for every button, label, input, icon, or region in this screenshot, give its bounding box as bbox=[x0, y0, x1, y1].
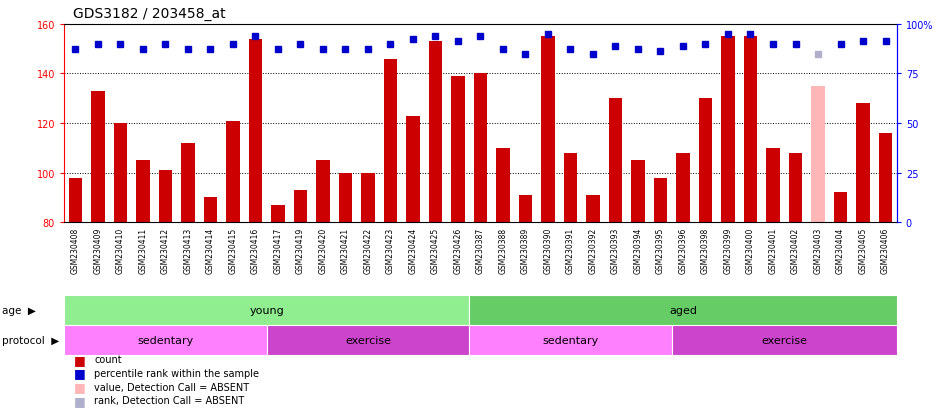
Bar bbox=[181, 143, 195, 223]
Bar bbox=[586, 195, 600, 223]
Text: age  ▶: age ▶ bbox=[2, 305, 36, 315]
Bar bbox=[699, 99, 712, 223]
Bar bbox=[609, 99, 623, 223]
Bar bbox=[271, 205, 284, 223]
Bar bbox=[834, 193, 847, 223]
Bar bbox=[496, 148, 510, 223]
Bar bbox=[338, 173, 352, 223]
Bar bbox=[69, 178, 82, 223]
Bar bbox=[856, 104, 869, 223]
Text: sedentary: sedentary bbox=[543, 335, 598, 345]
Bar bbox=[722, 37, 735, 223]
Bar bbox=[469, 325, 672, 355]
Bar bbox=[294, 190, 307, 223]
Bar bbox=[519, 195, 532, 223]
Bar bbox=[879, 133, 892, 223]
Bar bbox=[361, 173, 375, 223]
Bar bbox=[631, 161, 644, 223]
Bar bbox=[563, 153, 577, 223]
Text: protocol  ▶: protocol ▶ bbox=[2, 335, 59, 345]
Bar bbox=[267, 325, 469, 355]
Text: aged: aged bbox=[669, 305, 697, 315]
Bar bbox=[542, 37, 555, 223]
Bar bbox=[672, 325, 897, 355]
Bar bbox=[226, 121, 239, 223]
Text: count: count bbox=[94, 354, 122, 364]
Bar bbox=[249, 40, 262, 223]
Text: ■: ■ bbox=[73, 380, 85, 393]
Bar bbox=[158, 171, 172, 223]
Bar bbox=[451, 77, 464, 223]
Bar bbox=[744, 37, 757, 223]
Text: rank, Detection Call = ABSENT: rank, Detection Call = ABSENT bbox=[94, 395, 245, 405]
Bar bbox=[383, 59, 398, 223]
Bar bbox=[114, 124, 127, 223]
Bar bbox=[136, 161, 150, 223]
Bar bbox=[654, 178, 667, 223]
Bar bbox=[64, 325, 267, 355]
Text: ■: ■ bbox=[73, 366, 85, 380]
Bar bbox=[406, 116, 419, 223]
Text: exercise: exercise bbox=[761, 335, 807, 345]
Text: ■: ■ bbox=[73, 394, 85, 407]
Bar bbox=[317, 161, 330, 223]
Bar bbox=[676, 153, 690, 223]
Text: young: young bbox=[250, 305, 284, 315]
Bar bbox=[91, 92, 105, 223]
Bar bbox=[766, 148, 780, 223]
Bar bbox=[474, 74, 487, 223]
Text: value, Detection Call = ABSENT: value, Detection Call = ABSENT bbox=[94, 382, 250, 392]
Text: exercise: exercise bbox=[345, 335, 391, 345]
Bar bbox=[203, 198, 217, 223]
Text: sedentary: sedentary bbox=[138, 335, 193, 345]
Bar bbox=[788, 153, 803, 223]
Bar bbox=[429, 42, 442, 223]
Bar bbox=[469, 295, 897, 325]
Bar bbox=[64, 295, 469, 325]
Bar bbox=[811, 87, 825, 223]
Text: ■: ■ bbox=[73, 353, 85, 366]
Text: GDS3182 / 203458_at: GDS3182 / 203458_at bbox=[73, 7, 226, 21]
Text: percentile rank within the sample: percentile rank within the sample bbox=[94, 368, 259, 378]
